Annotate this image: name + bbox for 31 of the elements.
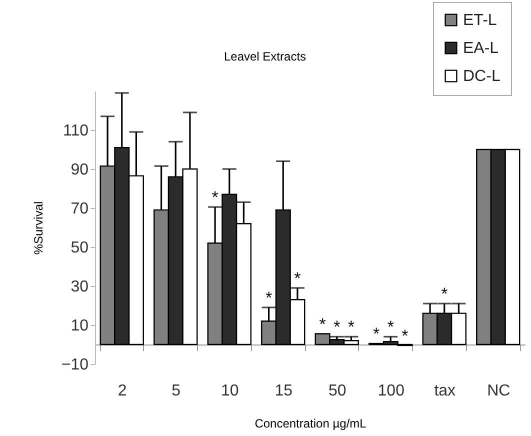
data-label: * bbox=[265, 288, 272, 308]
data-label: * bbox=[387, 318, 394, 337]
data-label: * bbox=[402, 326, 409, 346]
x-tick-label: 15 bbox=[274, 382, 293, 400]
legend-label: DC-L bbox=[463, 68, 500, 85]
data-label: * bbox=[348, 318, 355, 337]
legend-label: ET-L bbox=[463, 12, 497, 29]
x-tick-label: 2 bbox=[118, 382, 127, 400]
y-tick-label: 30 bbox=[70, 278, 89, 296]
legend-label: EA-L bbox=[463, 40, 499, 57]
x-tick-label: tax bbox=[434, 382, 456, 400]
y-tick-label: 90 bbox=[70, 162, 89, 178]
data-label: * bbox=[212, 188, 219, 208]
x-tick-label: 100 bbox=[378, 382, 405, 400]
x-tick-label: 50 bbox=[328, 382, 346, 400]
y-tick-label: −10 bbox=[61, 356, 89, 374]
y-tick-label: 70 bbox=[70, 200, 89, 218]
y-tick-label: 10 bbox=[70, 318, 89, 334]
data-label: * bbox=[441, 284, 448, 304]
chart-title: Leavel Extracts bbox=[224, 50, 306, 64]
data-label: * bbox=[319, 314, 326, 334]
data-label: * bbox=[372, 324, 380, 344]
x-axis-title: Concentration µg/mL bbox=[254, 416, 367, 430]
x-tick-label: NC bbox=[487, 382, 510, 400]
x-tick-label: 5 bbox=[172, 382, 181, 400]
data-label: * bbox=[294, 268, 302, 288]
y-axis-title: %Survival bbox=[31, 201, 46, 255]
y-tick-label: 50 bbox=[70, 240, 89, 256]
x-tick-label: 10 bbox=[220, 382, 239, 400]
y-tick-label: 110 bbox=[62, 122, 89, 140]
data-label: * bbox=[334, 318, 341, 337]
